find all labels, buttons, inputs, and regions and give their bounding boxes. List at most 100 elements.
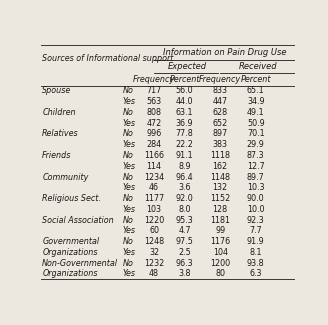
- Text: No: No: [123, 194, 134, 203]
- Text: Yes: Yes: [122, 183, 135, 192]
- Text: 114: 114: [147, 162, 162, 171]
- Text: 1200: 1200: [210, 259, 230, 267]
- Text: 87.3: 87.3: [247, 151, 265, 160]
- Text: 897: 897: [213, 129, 228, 138]
- Text: 12.7: 12.7: [247, 162, 265, 171]
- Text: Yes: Yes: [122, 162, 135, 171]
- Text: 49.1: 49.1: [247, 108, 265, 117]
- Text: Percent: Percent: [169, 74, 200, 84]
- Text: 1176: 1176: [210, 237, 230, 246]
- Text: 29.9: 29.9: [247, 140, 265, 149]
- Text: 48: 48: [149, 269, 159, 278]
- Text: 63.1: 63.1: [176, 108, 194, 117]
- Text: 99: 99: [215, 226, 225, 235]
- Text: Yes: Yes: [122, 205, 135, 214]
- Text: 8.0: 8.0: [178, 205, 191, 214]
- Text: 132: 132: [213, 183, 228, 192]
- Text: 1118: 1118: [210, 151, 230, 160]
- Text: Organizations: Organizations: [42, 269, 98, 278]
- Text: Received: Received: [238, 61, 277, 71]
- Text: 162: 162: [213, 162, 228, 171]
- Text: Yes: Yes: [122, 97, 135, 106]
- Text: Yes: Yes: [122, 226, 135, 235]
- Text: 89.7: 89.7: [247, 173, 265, 182]
- Text: 4.7: 4.7: [178, 226, 191, 235]
- Text: Community: Community: [42, 173, 89, 182]
- Text: 96.4: 96.4: [176, 173, 194, 182]
- Text: Spouse: Spouse: [42, 86, 72, 96]
- Text: Information on Pain Drug Use: Information on Pain Drug Use: [163, 47, 286, 57]
- Text: 90.0: 90.0: [247, 194, 265, 203]
- Text: 10.3: 10.3: [247, 183, 265, 192]
- Text: 32: 32: [149, 248, 159, 257]
- Text: 652: 652: [213, 119, 228, 128]
- Text: Relatives: Relatives: [42, 129, 79, 138]
- Text: 70.1: 70.1: [247, 129, 265, 138]
- Text: 447: 447: [213, 97, 228, 106]
- Text: Percent: Percent: [240, 74, 271, 84]
- Text: 104: 104: [213, 248, 228, 257]
- Text: Children: Children: [42, 108, 76, 117]
- Text: 80: 80: [215, 269, 225, 278]
- Text: 1232: 1232: [144, 259, 164, 267]
- Text: Yes: Yes: [122, 248, 135, 257]
- Text: 1181: 1181: [210, 215, 230, 225]
- Text: 97.5: 97.5: [176, 237, 194, 246]
- Text: 1166: 1166: [144, 151, 164, 160]
- Text: Friends: Friends: [42, 151, 72, 160]
- Text: 96.3: 96.3: [176, 259, 194, 267]
- Text: 1234: 1234: [144, 173, 164, 182]
- Text: 284: 284: [147, 140, 162, 149]
- Text: 2.5: 2.5: [178, 248, 191, 257]
- Text: 56.0: 56.0: [176, 86, 194, 96]
- Text: 77.8: 77.8: [176, 129, 194, 138]
- Text: 1220: 1220: [144, 215, 164, 225]
- Text: 91.1: 91.1: [176, 151, 194, 160]
- Text: 808: 808: [147, 108, 162, 117]
- Text: 34.9: 34.9: [247, 97, 265, 106]
- Text: 60: 60: [149, 226, 159, 235]
- Text: 383: 383: [213, 140, 228, 149]
- Text: 65.1: 65.1: [247, 86, 265, 96]
- Text: Yes: Yes: [122, 140, 135, 149]
- Text: No: No: [123, 237, 134, 246]
- Text: 92.0: 92.0: [176, 194, 194, 203]
- Text: Sources of Informational support: Sources of Informational support: [42, 54, 174, 63]
- Text: 472: 472: [147, 119, 162, 128]
- Text: Religious Sect.: Religious Sect.: [42, 194, 101, 203]
- Text: Frequency: Frequency: [199, 74, 241, 84]
- Text: 92.3: 92.3: [247, 215, 265, 225]
- Text: No: No: [123, 173, 134, 182]
- Text: 7.7: 7.7: [249, 226, 262, 235]
- Text: 91.9: 91.9: [247, 237, 265, 246]
- Text: Yes: Yes: [122, 119, 135, 128]
- Text: 1152: 1152: [210, 194, 230, 203]
- Text: Frequency: Frequency: [133, 74, 175, 84]
- Text: 95.3: 95.3: [176, 215, 194, 225]
- Text: 128: 128: [213, 205, 228, 214]
- Text: 50.9: 50.9: [247, 119, 265, 128]
- Text: Organizations: Organizations: [42, 248, 98, 257]
- Text: No: No: [123, 215, 134, 225]
- Text: 103: 103: [147, 205, 162, 214]
- Text: Non-Governmental: Non-Governmental: [42, 259, 118, 267]
- Text: 3.8: 3.8: [178, 269, 191, 278]
- Text: 1177: 1177: [144, 194, 164, 203]
- Text: 3.6: 3.6: [178, 183, 191, 192]
- Text: No: No: [123, 86, 134, 96]
- Text: 833: 833: [213, 86, 228, 96]
- Text: 44.0: 44.0: [176, 97, 194, 106]
- Text: 10.0: 10.0: [247, 205, 265, 214]
- Text: 22.2: 22.2: [176, 140, 194, 149]
- Text: 996: 996: [147, 129, 162, 138]
- Text: Social Association: Social Association: [42, 215, 114, 225]
- Text: No: No: [123, 129, 134, 138]
- Text: 36.9: 36.9: [176, 119, 194, 128]
- Text: 8.1: 8.1: [250, 248, 262, 257]
- Text: 8.9: 8.9: [178, 162, 191, 171]
- Text: 563: 563: [147, 97, 162, 106]
- Text: 717: 717: [147, 86, 162, 96]
- Text: Yes: Yes: [122, 269, 135, 278]
- Text: 1248: 1248: [144, 237, 164, 246]
- Text: 6.3: 6.3: [250, 269, 262, 278]
